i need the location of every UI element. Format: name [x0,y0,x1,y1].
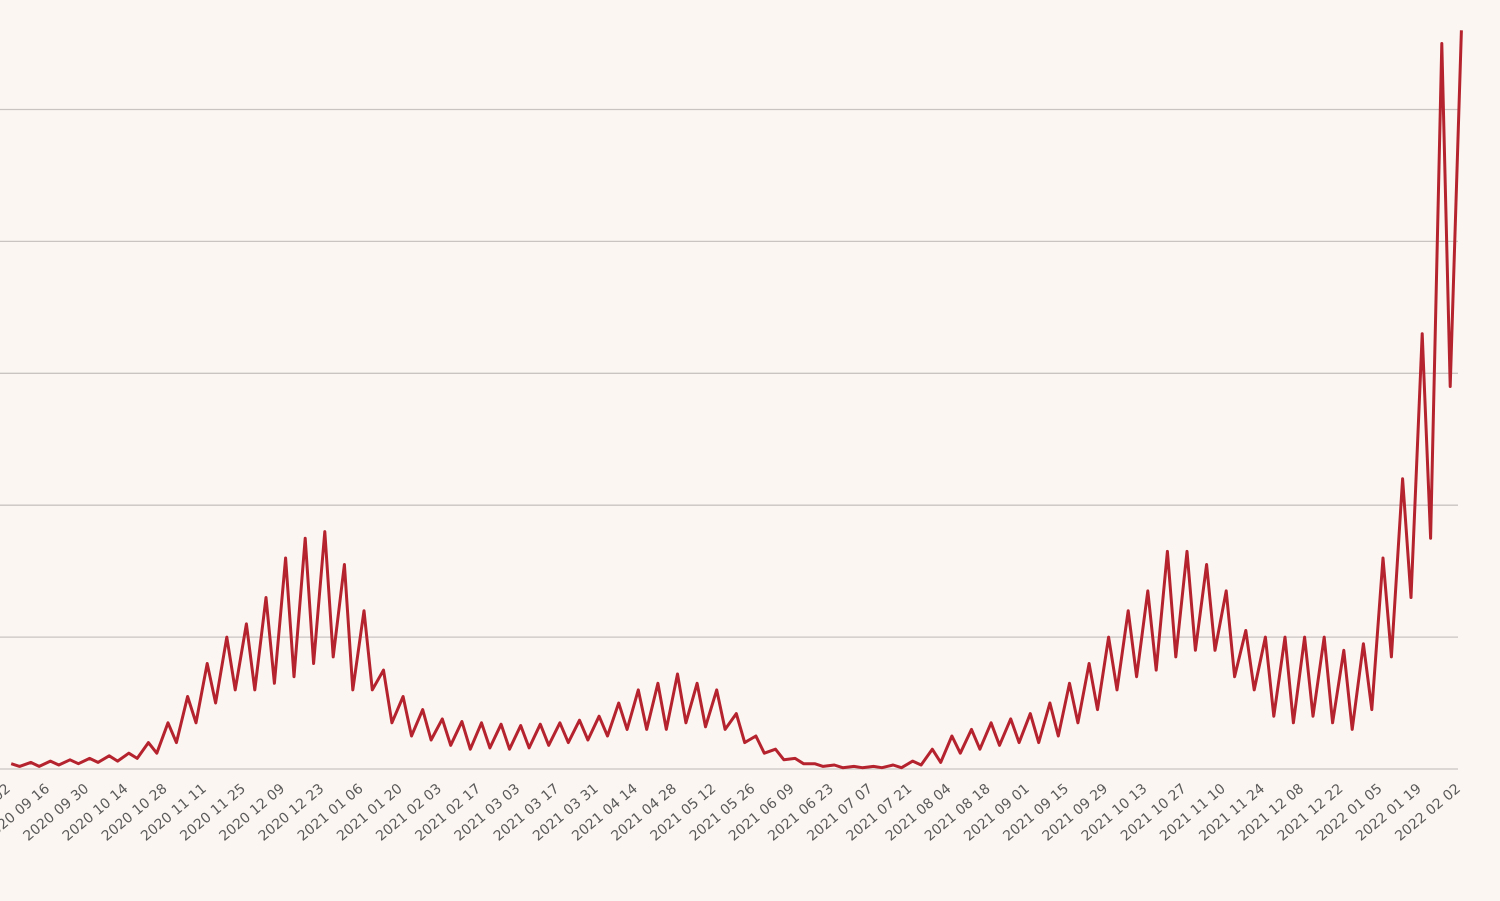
data-line [10,30,1463,770]
